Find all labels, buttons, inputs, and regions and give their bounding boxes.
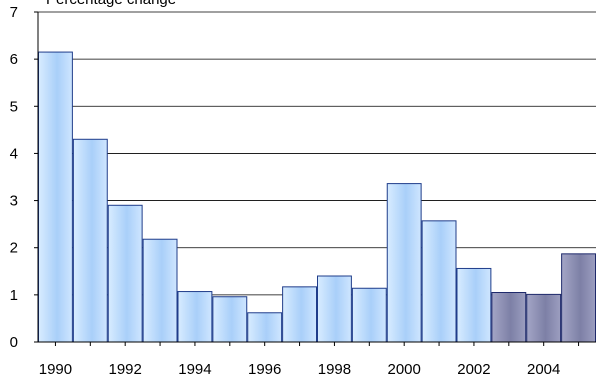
bar-2002 — [456, 267, 492, 343]
y-tick-label: 1 — [10, 287, 18, 304]
y-tick-label: 3 — [10, 193, 18, 210]
bar-1999 — [351, 287, 387, 343]
bar-1990 — [38, 51, 73, 343]
x-tick-label-1994: 1994 — [178, 361, 211, 378]
y-tick-label: 4 — [10, 145, 18, 162]
bar-2004 — [526, 293, 562, 343]
x-tick-label-1990: 1990 — [39, 361, 72, 378]
x-tick-label-1992: 1992 — [109, 361, 142, 378]
bar-2003 — [491, 292, 527, 343]
bars — [38, 51, 596, 343]
bar-2000 — [386, 183, 422, 343]
bar-1997 — [282, 286, 317, 343]
bar-1996 — [247, 312, 283, 343]
y-axis-title: Percentage change — [46, 0, 176, 8]
x-tick-label-2000: 2000 — [388, 361, 421, 378]
y-tick-label: 7 — [10, 4, 18, 21]
bar-2005 — [561, 253, 596, 343]
x-tick-label-2002: 2002 — [457, 361, 490, 378]
bar-1991 — [72, 138, 108, 343]
bar-1993 — [142, 238, 178, 343]
x-tick-label-1996: 1996 — [248, 361, 281, 378]
bar-2001 — [421, 220, 457, 343]
y-axis-ticks: 0 1 2 3 4 5 6 7 — [10, 4, 38, 351]
bar-1998 — [317, 275, 352, 343]
y-tick-label: 0 — [10, 334, 18, 351]
x-axis-ticks: 1990 1992 1994 1996 1998 2000 2002 2004 — [39, 342, 580, 378]
x-tick-label-2004: 2004 — [527, 361, 560, 378]
bar-1992 — [107, 204, 143, 343]
y-tick-label: 6 — [10, 51, 18, 68]
bar-1995 — [212, 296, 248, 343]
bar-1994 — [177, 291, 213, 343]
x-tick-label-1998: 1998 — [318, 361, 351, 378]
y-tick-label: 2 — [10, 240, 18, 257]
y-tick-label: 5 — [10, 98, 18, 115]
